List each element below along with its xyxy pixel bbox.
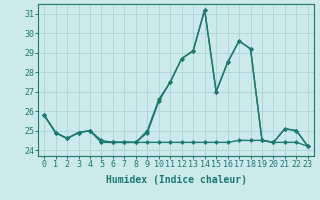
X-axis label: Humidex (Indice chaleur): Humidex (Indice chaleur) — [106, 175, 246, 185]
